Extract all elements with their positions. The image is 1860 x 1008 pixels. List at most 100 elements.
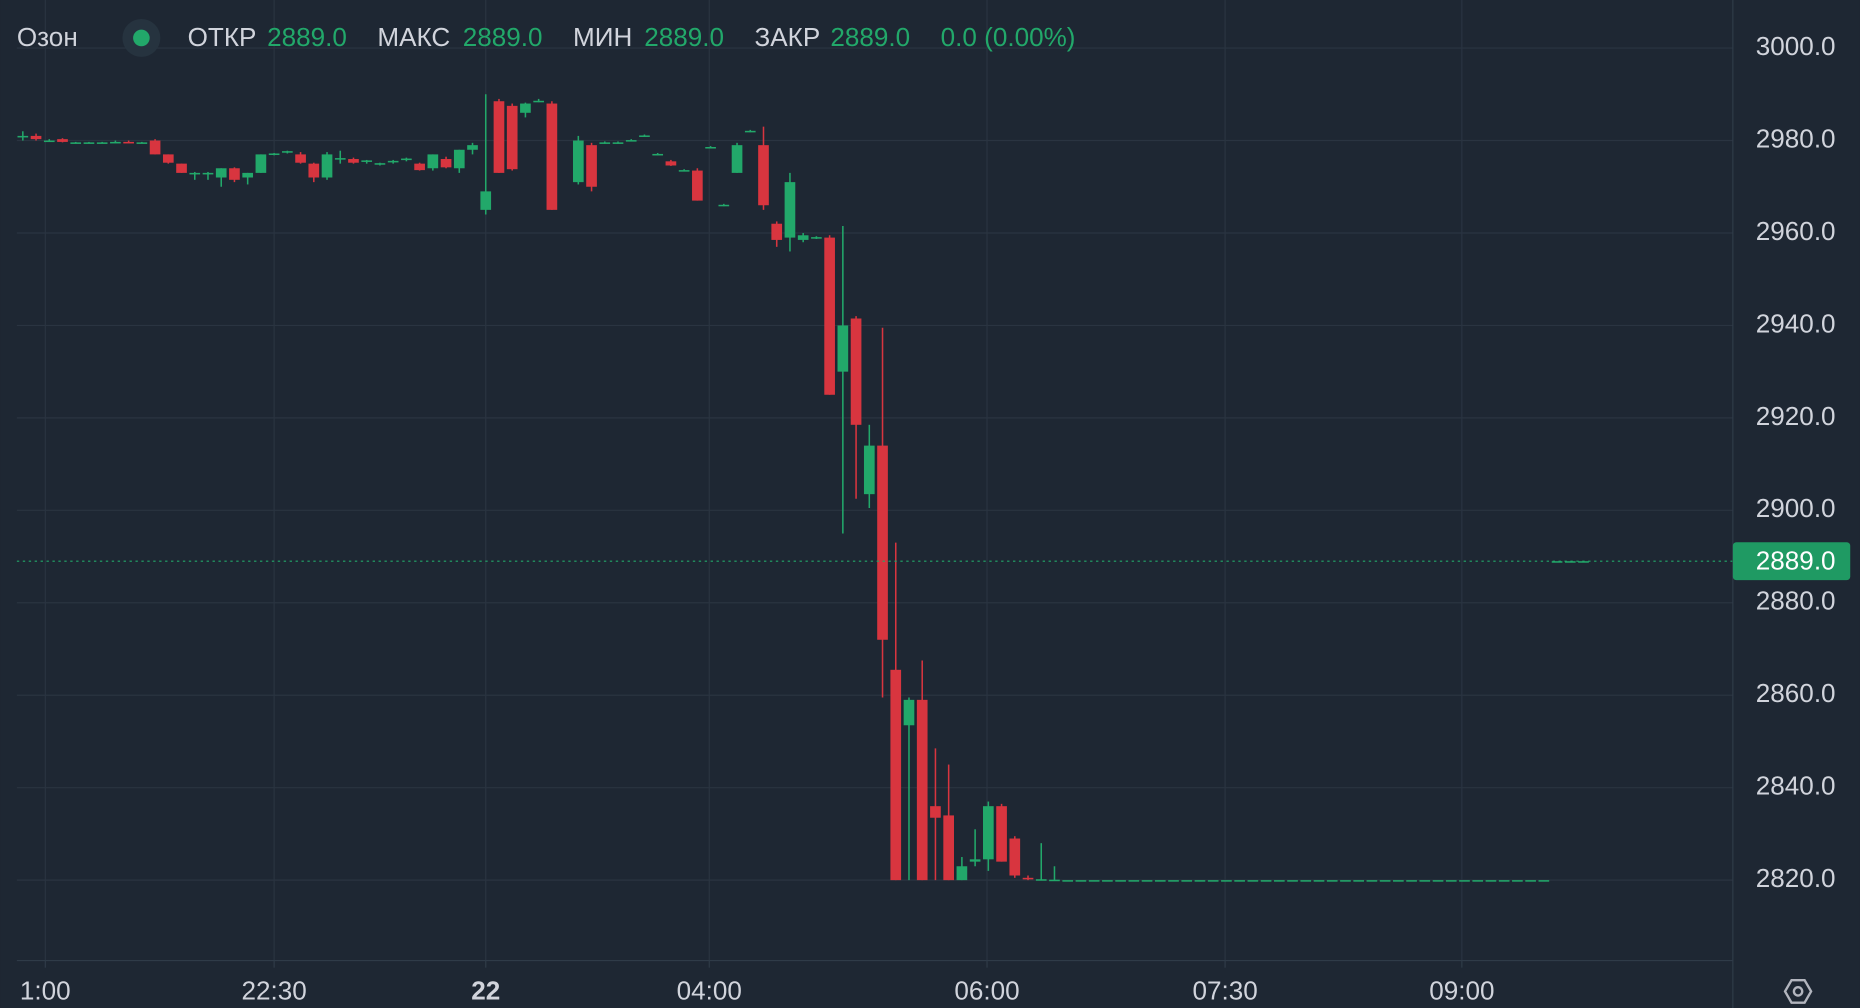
candle-body (467, 145, 478, 150)
candle-body (1128, 880, 1140, 882)
x-tick-label: 22:30 (241, 975, 306, 1005)
x-tick-label: 1:00 (20, 975, 71, 1005)
candle-body (1419, 880, 1431, 882)
candle-body (639, 135, 650, 137)
y-tick-label: 2900.0 (1756, 493, 1836, 523)
candle-body (797, 235, 809, 240)
candle-body (1525, 880, 1536, 882)
candle-body (1353, 880, 1365, 882)
candle-body (718, 204, 730, 207)
candle-body (1009, 838, 1021, 876)
candle-body (282, 151, 293, 153)
candle-body (176, 163, 187, 173)
candle-body (784, 182, 796, 238)
candle-body (30, 135, 42, 140)
candle-body (255, 154, 267, 173)
high-value: 2889.0 (463, 22, 543, 52)
y-tick-label: 2880.0 (1756, 586, 1836, 616)
candle-body (890, 669, 902, 881)
candle-body (1141, 880, 1153, 882)
candle-body (811, 237, 822, 239)
candle-body (572, 140, 584, 183)
last-price-box (1732, 542, 1851, 581)
candle-body (1340, 880, 1351, 882)
open-value: 2889.0 (267, 22, 347, 52)
candle-body (520, 103, 531, 113)
close-label: ЗАКР (754, 22, 820, 52)
candle-body (824, 237, 835, 395)
candle-body (1234, 880, 1245, 882)
candle-body (744, 130, 756, 133)
grid (16, 0, 1733, 961)
candle-body (956, 866, 968, 881)
candle-body (17, 135, 29, 138)
candle-body (692, 170, 703, 201)
settings-icon[interactable] (1783, 978, 1813, 1004)
candle-body (1062, 880, 1074, 882)
candle-body (440, 159, 452, 168)
candle-body (43, 140, 55, 143)
candle-body (1287, 880, 1298, 882)
candle-body (1049, 879, 1060, 882)
candle-body (1273, 880, 1285, 882)
candle-body (625, 140, 637, 142)
candle-body (136, 142, 148, 144)
candle-body (321, 154, 333, 178)
candle-body (705, 146, 716, 149)
low-label: МИН (573, 22, 632, 52)
candle-body (1260, 880, 1272, 882)
y-tick-label: 2860.0 (1756, 678, 1836, 708)
candle-body (1538, 880, 1550, 882)
y-tick-label: 2980.0 (1756, 123, 1836, 153)
candle-body (334, 158, 346, 160)
candle-body (1472, 880, 1484, 882)
candle-body (308, 163, 320, 178)
candle-body (1207, 880, 1219, 882)
x-tick-label: 09:00 (1429, 975, 1494, 1005)
candle-body (1102, 880, 1113, 882)
candle-body (1313, 880, 1325, 882)
candle-body (678, 170, 690, 172)
candle-body (189, 172, 201, 175)
candle-body (1432, 880, 1444, 882)
candle-body (1181, 880, 1193, 882)
candle-body (943, 815, 954, 881)
candle-body (586, 145, 597, 187)
candle-body (215, 168, 227, 178)
candle-body (1445, 880, 1457, 882)
candle-body (1498, 880, 1510, 882)
candle-body (123, 141, 134, 144)
candle-body (506, 105, 518, 170)
header: Озон ОТКР 2889.0 МАКС 2889.0 МИН 2889.0 … (17, 18, 1075, 57)
candle-body (850, 318, 862, 425)
candle-body (401, 158, 412, 161)
candle-body (1022, 877, 1034, 880)
symbol: Озон (17, 22, 78, 52)
x-tick-label: 07:30 (1192, 975, 1257, 1005)
candle-body (1578, 561, 1589, 563)
y-tick-label: 2940.0 (1756, 308, 1836, 338)
candle-body (374, 163, 386, 165)
high-label: МАКС (377, 22, 450, 52)
y-tick-label: 2840.0 (1756, 771, 1836, 801)
candle-body (149, 140, 161, 155)
candle-body (1379, 880, 1391, 882)
candle-body (599, 142, 611, 144)
candle-body (916, 699, 928, 881)
settings-icon-center (1792, 986, 1804, 997)
candle-body (57, 139, 68, 142)
candle-body (863, 445, 875, 495)
open-label: ОТКР (188, 22, 257, 52)
candle-body (731, 145, 743, 173)
candle-body (229, 168, 240, 180)
candle-body (70, 142, 82, 144)
candle-body (1393, 880, 1404, 882)
x-tick-label: 06:00 (954, 975, 1019, 1005)
candle-body (1247, 880, 1259, 882)
candle-body (1154, 880, 1166, 882)
candle-body (414, 163, 425, 171)
candle-body (1406, 880, 1417, 882)
candle-body (877, 445, 888, 640)
